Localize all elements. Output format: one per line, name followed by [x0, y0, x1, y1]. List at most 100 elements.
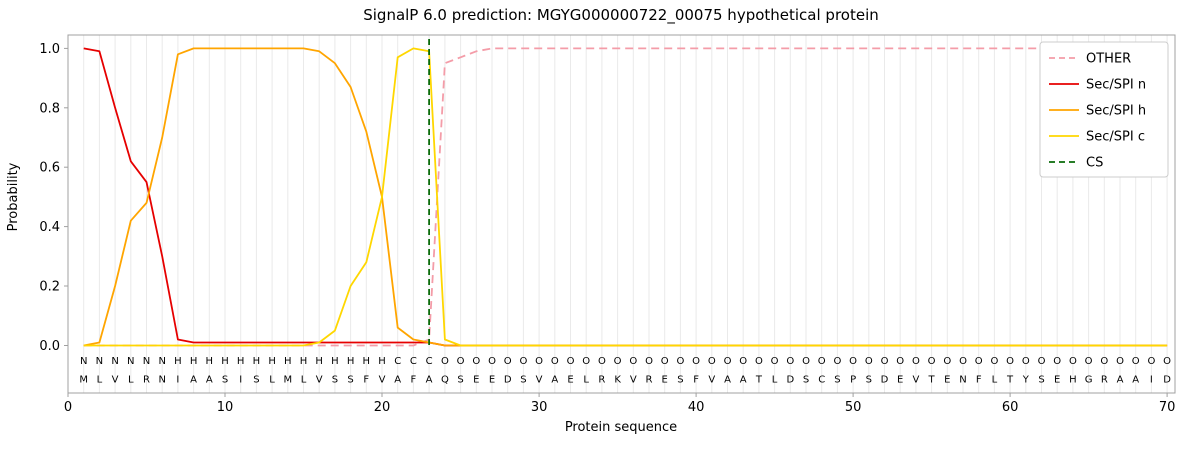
- residue-letter: L: [772, 375, 778, 386]
- residue-letter: D: [881, 375, 889, 386]
- y-axis-label: Probability: [6, 162, 21, 231]
- residue-letter: A: [1117, 375, 1124, 386]
- region-label: O: [1147, 356, 1155, 367]
- residue-letter: T: [928, 375, 936, 386]
- residue-letter: R: [1101, 375, 1108, 386]
- series-line-sec-spi-h: [83, 47, 1168, 347]
- region-label: O: [849, 356, 857, 367]
- residue-letter: R: [598, 375, 605, 386]
- residue-letter: V: [379, 375, 386, 386]
- region-label: O: [676, 356, 684, 367]
- residue-letter: E: [944, 375, 950, 386]
- region-label: O: [519, 356, 527, 367]
- region-label: H: [363, 356, 371, 367]
- residue-letter: R: [646, 375, 653, 386]
- region-label: H: [237, 356, 245, 367]
- y-tick-label: 1.0: [39, 42, 60, 57]
- residue-letter: V: [708, 375, 715, 386]
- legend-label: Sec/SPI c: [1086, 130, 1145, 145]
- x-tick-label: 70: [1159, 400, 1176, 415]
- x-tick-label: 50: [845, 400, 862, 415]
- legend-label: CS: [1086, 156, 1103, 171]
- region-label: O: [1085, 356, 1093, 367]
- residue-letter: Y: [1022, 375, 1030, 386]
- region-label: O: [1069, 356, 1077, 367]
- region-label: N: [143, 356, 150, 367]
- axes: 0 10 20 30 40 50 60 70 0.0 0.2 0.4 0.6 0.8 1.0: [39, 34, 1176, 415]
- region-label: H: [284, 356, 292, 367]
- region-label: H: [253, 356, 261, 367]
- region-label: O: [896, 356, 904, 367]
- region-label: O: [1038, 356, 1046, 367]
- x-tick-label: 0: [64, 400, 72, 415]
- y-tick-label: 0.6: [39, 161, 60, 176]
- region-label: H: [268, 356, 276, 367]
- region-label: O: [928, 356, 936, 367]
- residue-letter: C: [818, 375, 825, 386]
- legend-label: Sec/SPI h: [1086, 104, 1146, 119]
- residue-letter: V: [316, 375, 323, 386]
- region-label: O: [802, 356, 810, 367]
- region-label: O: [1100, 356, 1108, 367]
- residue-letter: S: [347, 375, 353, 386]
- x-axis-label: Protein sequence: [565, 420, 677, 435]
- region-label: C: [426, 356, 433, 367]
- region-label: O: [708, 356, 716, 367]
- region-label: N: [127, 356, 134, 367]
- residue-letter: E: [567, 375, 573, 386]
- region-label: H: [190, 356, 198, 367]
- residue-letter: V: [912, 375, 919, 386]
- residue-letter: N: [959, 375, 966, 386]
- region-label: O: [551, 356, 559, 367]
- residue-letter: D: [1163, 375, 1171, 386]
- region-label: O: [724, 356, 732, 367]
- residue-letter: R: [143, 375, 150, 386]
- residue-letter: I: [176, 375, 179, 386]
- region-label: O: [535, 356, 543, 367]
- residue-letter: D: [786, 375, 794, 386]
- residue-letter: A: [1132, 375, 1139, 386]
- region-label: O: [912, 356, 920, 367]
- region-label: O: [959, 356, 967, 367]
- residue-letter: E: [473, 375, 479, 386]
- residue-letter: F: [411, 375, 417, 386]
- residue-letter: S: [834, 375, 840, 386]
- residue-letter: L: [301, 375, 307, 386]
- probability-series: [83, 47, 1168, 347]
- region-label: O: [990, 356, 998, 367]
- residue-letter: A: [394, 375, 401, 386]
- plot-border: [67, 34, 1176, 394]
- region-label: N: [158, 356, 165, 367]
- residue-letter: L: [992, 375, 998, 386]
- residue-letter: F: [693, 375, 699, 386]
- region-label: H: [378, 356, 386, 367]
- residue-letter: V: [630, 375, 637, 386]
- region-label: N: [96, 356, 103, 367]
- series-line-sec-spi-c: [83, 47, 1168, 347]
- region-label: H: [221, 356, 229, 367]
- region-label: O: [1053, 356, 1061, 367]
- residue-letter: A: [724, 375, 731, 386]
- region-label: O: [1132, 356, 1140, 367]
- region-label: O: [598, 356, 606, 367]
- residue-letter: E: [897, 375, 903, 386]
- region-label: O: [1006, 356, 1014, 367]
- region-label: C: [410, 356, 417, 367]
- residue-letter: S: [253, 375, 259, 386]
- region-label: O: [1163, 356, 1171, 367]
- region-label: H: [347, 356, 355, 367]
- x-tick-label: 20: [374, 400, 391, 415]
- region-label: O: [504, 356, 512, 367]
- region-label: O: [472, 356, 480, 367]
- region-label: O: [488, 356, 496, 367]
- residue-letter: M: [79, 375, 88, 386]
- region-label: O: [943, 356, 951, 367]
- residue-letter: N: [158, 375, 165, 386]
- residue-letter: L: [269, 375, 275, 386]
- region-label: O: [661, 356, 669, 367]
- residue-letter: I: [1150, 375, 1153, 386]
- region-label: O: [441, 356, 449, 367]
- region-label: O: [755, 356, 763, 367]
- residue-letter: L: [97, 375, 103, 386]
